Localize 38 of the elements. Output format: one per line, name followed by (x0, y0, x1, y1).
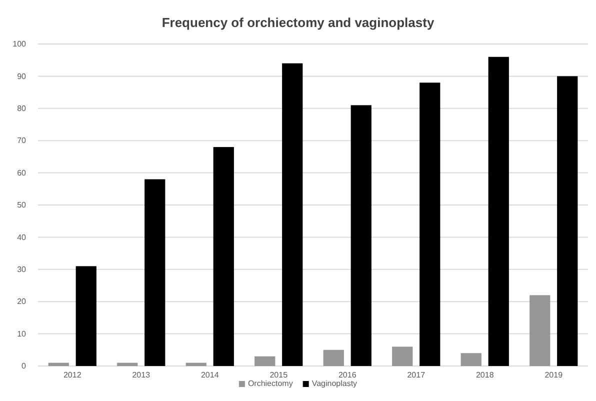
bar (144, 179, 166, 366)
y-tick-label: 50 (17, 200, 27, 210)
y-tick-label: 80 (17, 104, 27, 113)
x-tick-label: 2018 (476, 370, 494, 380)
x-tick-label: 2017 (407, 370, 426, 380)
bar (254, 356, 276, 366)
bar (76, 266, 96, 366)
bar (117, 362, 138, 366)
x-tick-label: 2016 (338, 370, 357, 380)
y-tick-label: 70 (17, 136, 27, 146)
y-tick-label: 10 (17, 329, 27, 338)
y-tick-label: 40 (17, 232, 27, 242)
y-tick-label: 90 (17, 72, 27, 81)
bar (350, 105, 372, 366)
legend-label: Vaginoplasty (312, 379, 358, 388)
x-tick-label: 2015 (270, 370, 288, 380)
x-tick-label: 2019 (544, 370, 564, 380)
legend-label: Orchiectomy (248, 379, 293, 388)
bar (460, 353, 482, 366)
y-tick-label: 60 (17, 168, 27, 178)
x-tick-label: 2014 (200, 370, 220, 380)
y-tick-label: 0 (22, 362, 27, 371)
bar (557, 76, 578, 366)
bar (213, 147, 234, 366)
bar (488, 56, 509, 366)
y-tick-label: 30 (17, 264, 27, 274)
bar (420, 82, 440, 366)
x-tick-label: 2013 (132, 370, 151, 380)
bar (392, 346, 413, 366)
chart-title: Frequency of orchiectomy and vaginoplasty (162, 15, 435, 30)
y-tick-label: 20 (17, 297, 27, 306)
bar (323, 350, 344, 366)
bar (48, 362, 69, 366)
bar (282, 63, 303, 366)
x-tick-label: 2012 (63, 370, 82, 380)
bar (530, 295, 550, 366)
bar (186, 362, 206, 366)
y-tick-label: 100 (12, 40, 27, 49)
